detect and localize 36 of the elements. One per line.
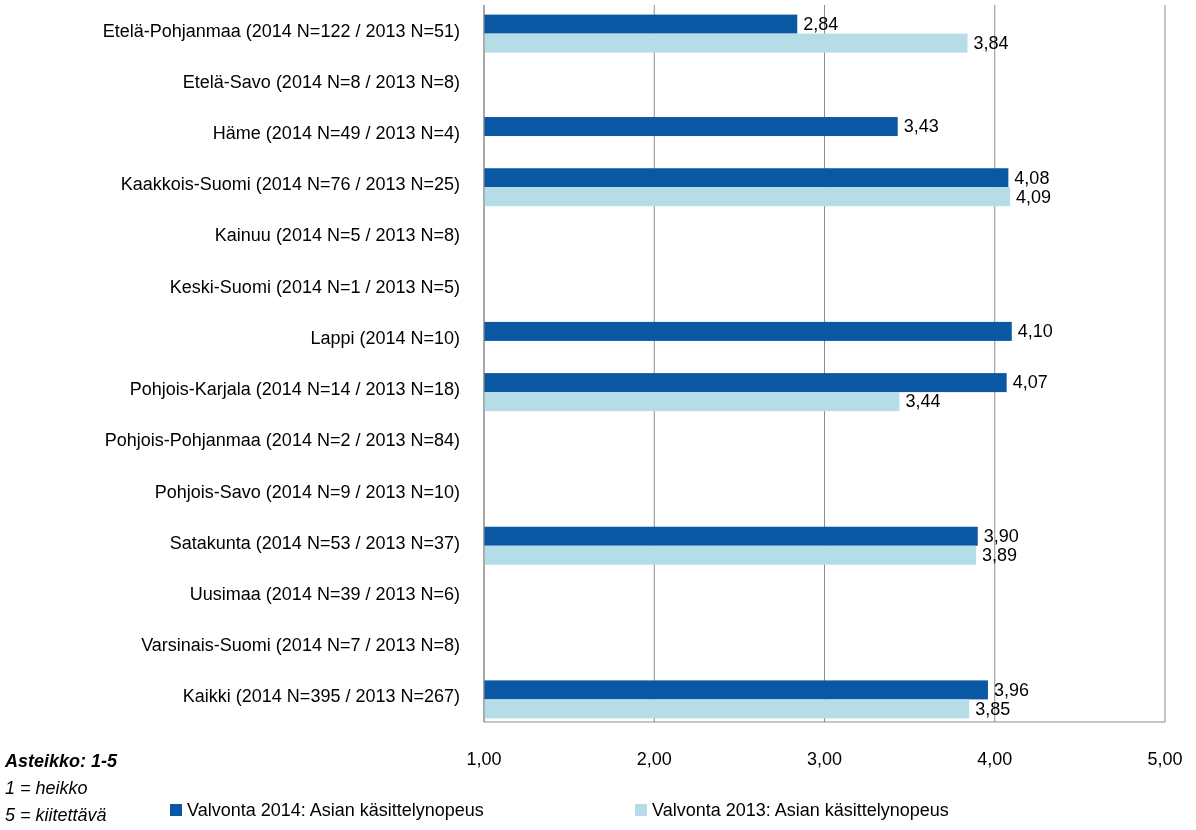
data-label: 4,09 [1016,186,1052,207]
data-label: 4,08 [1014,167,1050,188]
data-label: 3,89 [982,545,1018,565]
y-tick-label: Pohjois-Savo (2014 N=9 / 2013 N=10) [154,481,460,502]
data-label: 4,07 [1012,372,1048,393]
x-tick-label: 1,00 [466,749,502,769]
data-label: 3,43 [903,116,939,137]
y-tick-label: Pohjois-Karjala (2014 N=14 / 2013 N=18) [129,379,460,400]
y-tick-label: Satakunta (2014 N=53 / 2013 N=37) [169,532,460,553]
data-label: 3,85 [975,698,1011,719]
y-tick-label: Varsinais-Suomi (2014 N=7 / 2013 N=8) [141,635,460,656]
legend-label: Valvonta 2013: Asian käsittelynopeus [652,800,949,820]
data-label: 3,84 [973,32,1009,53]
text: Asteikko: 1-5 [4,751,119,771]
y-tick-label: Etelä-Pohjanmaa (2014 N=122 / 2013 N=51) [102,20,460,41]
y-tick-label: Häme (2014 N=49 / 2013 N=4) [212,123,460,144]
text: 1 = heikko [5,778,88,798]
data-label: 3,90 [983,526,1019,546]
text: 5 = kiitettävä [5,805,107,825]
y-tick-label: Etelä-Savo (2014 N=8 / 2013 N=8) [182,71,460,92]
data-label: 3,96 [993,679,1029,700]
x-tick-label: 4,00 [977,749,1013,769]
data-label: 2,84 [803,13,839,34]
y-tick-label: Pohjois-Pohjanmaa (2014 N=2 / 2013 N=84) [104,430,460,451]
legend-label: Valvonta 2014: Asian käsittelynopeus [187,800,484,820]
y-tick-label: Lappi (2014 N=10) [310,327,460,348]
y-tick-label: Kainuu (2014 N=5 / 2013 N=8) [214,225,460,246]
x-tick-label: 3,00 [806,749,843,769]
data-label: 3,44 [905,391,941,412]
y-tick-label: Kaakkois-Suomi (2014 N=76 / 2013 N=25) [120,174,460,195]
y-tick-label: Uusimaa (2014 N=39 / 2013 N=6) [189,583,460,604]
data-label: 4,10 [1017,321,1053,342]
y-tick-label: Kaikki (2014 N=395 / 2013 N=267) [182,686,460,707]
x-tick-label: 5,00 [1147,749,1183,769]
x-tick-label: 2,00 [636,749,672,769]
y-tick-label: Keski-Suomi (2014 N=1 / 2013 N=5) [169,276,460,297]
